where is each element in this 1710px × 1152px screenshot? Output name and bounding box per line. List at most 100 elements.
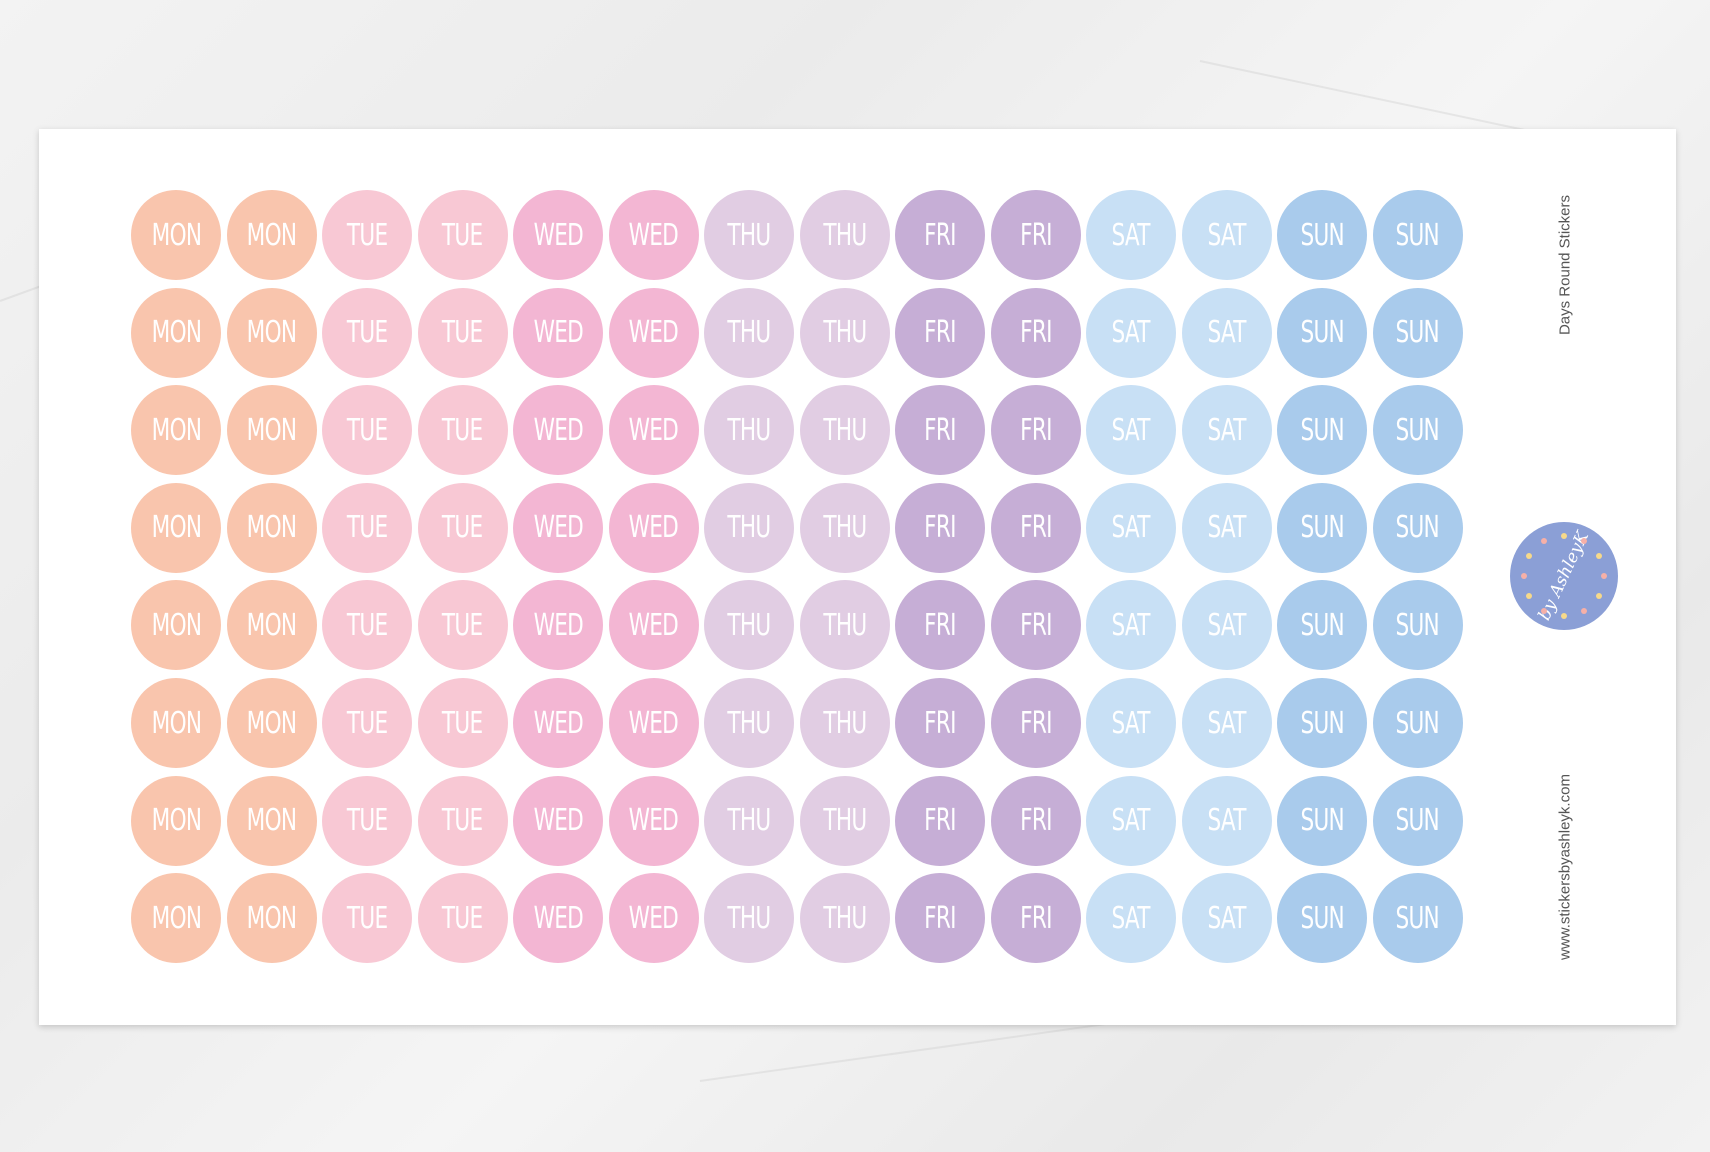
sticker-thu: THU — [799, 580, 890, 671]
sticker-label: FRI — [924, 412, 956, 448]
sticker-mon: MON — [226, 385, 317, 476]
sticker-label: THU — [822, 900, 867, 936]
sticker-label: TUE — [346, 315, 388, 351]
sticker-sun: SUN — [1372, 385, 1463, 476]
sticker-tue: TUE — [417, 873, 508, 964]
sticker-mon: MON — [226, 482, 317, 573]
sticker-label: MON — [246, 315, 297, 351]
sticker-mon: MON — [131, 287, 221, 378]
sheet-title: Days Round Stickers — [1556, 194, 1574, 336]
sticker-label: WED — [628, 217, 679, 253]
sticker-wed: WED — [513, 385, 603, 476]
sticker-label: FRI — [924, 803, 956, 839]
sticker-label: MON — [151, 607, 201, 643]
sticker-mon: MON — [131, 873, 221, 964]
sticker-sun: SUN — [1277, 775, 1367, 866]
sticker-tue: TUE — [417, 190, 508, 280]
heart-dot — [1581, 607, 1587, 614]
sticker-thu: THU — [704, 580, 794, 671]
sticker-sun: SUN — [1372, 287, 1463, 378]
heart-dot — [1595, 593, 1602, 599]
sticker-label: SAT — [1111, 803, 1151, 839]
sticker-tue: TUE — [322, 775, 412, 866]
sticker-mon: MON — [131, 775, 221, 866]
sticker-label: TUE — [346, 900, 388, 936]
sticker-thu: THU — [799, 873, 890, 964]
sticker-label: TUE — [442, 705, 483, 741]
sticker-label: TUE — [442, 900, 483, 936]
sticker-label: MON — [151, 510, 201, 546]
sticker-sun: SUN — [1372, 873, 1463, 964]
sticker-label: MON — [151, 900, 201, 936]
sticker-wed: WED — [608, 873, 699, 964]
sticker-label: WED — [628, 900, 679, 936]
sticker-label: SAT — [1111, 705, 1151, 741]
sticker-sun: SUN — [1277, 385, 1367, 476]
sticker-label: FRI — [1019, 315, 1052, 351]
sticker-label: WED — [533, 315, 583, 351]
sticker-thu: THU — [799, 775, 890, 866]
sticker-label: WED — [533, 510, 583, 546]
sticker-label: SUN — [1300, 217, 1344, 253]
sticker-label: THU — [822, 217, 867, 253]
sticker-mon: MON — [226, 678, 317, 768]
sticker-label: SUN — [1395, 803, 1440, 839]
sticker-mon: MON — [226, 873, 317, 964]
sticker-label: SUN — [1300, 315, 1344, 351]
sticker-label: FRI — [924, 705, 956, 741]
sticker-label: TUE — [346, 217, 388, 253]
sticker-label: SUN — [1395, 900, 1440, 936]
sticker-label: MON — [151, 705, 201, 741]
sticker-mon: MON — [131, 385, 221, 476]
sticker-label: FRI — [1019, 412, 1052, 448]
sticker-sun: SUN — [1277, 873, 1367, 964]
sticker-wed: WED — [608, 190, 699, 280]
sticker-sat: SAT — [1181, 678, 1272, 768]
sticker-label: MON — [246, 803, 297, 839]
sticker-mon: MON — [131, 678, 221, 768]
sticker-sun: SUN — [1372, 482, 1463, 573]
sticker-fri: FRI — [990, 482, 1081, 573]
sticker-tue: TUE — [417, 482, 508, 573]
sticker-mon: MON — [226, 190, 317, 280]
sticker-label: WED — [628, 315, 679, 351]
sticker-wed: WED — [513, 190, 603, 280]
sticker-label: THU — [727, 803, 771, 839]
sticker-label: SUN — [1300, 900, 1344, 936]
sticker-label: TUE — [442, 803, 483, 839]
sticker-label: MON — [246, 900, 297, 936]
sticker-wed: WED — [513, 775, 603, 866]
sticker-label: TUE — [346, 412, 388, 448]
sticker-label: SAT — [1111, 217, 1151, 253]
sticker-label: THU — [822, 315, 867, 351]
sticker-label: SUN — [1300, 705, 1344, 741]
sticker-label: SAT — [1111, 607, 1151, 643]
sticker-sat: SAT — [1086, 580, 1176, 671]
sticker-fri: FRI — [990, 580, 1081, 671]
sticker-sat: SAT — [1086, 678, 1176, 768]
sticker-mon: MON — [226, 287, 317, 378]
sticker-wed: WED — [608, 287, 699, 378]
heart-dot — [1521, 573, 1527, 579]
sticker-label: MON — [151, 412, 201, 448]
sticker-sat: SAT — [1181, 482, 1272, 573]
sticker-tue: TUE — [322, 482, 412, 573]
heart-dot — [1541, 607, 1547, 614]
sticker-sat: SAT — [1086, 190, 1176, 280]
sticker-label: THU — [727, 510, 771, 546]
sticker-wed: WED — [513, 287, 603, 378]
sticker-sun: SUN — [1277, 678, 1367, 768]
sticker-sat: SAT — [1086, 775, 1176, 866]
sticker-label: TUE — [442, 607, 483, 643]
sticker-label: SAT — [1111, 510, 1151, 546]
heart-dot — [1601, 573, 1607, 579]
sticker-label: MON — [246, 510, 297, 546]
sticker-label: FRI — [1019, 510, 1052, 546]
sticker-label: WED — [533, 217, 583, 253]
sticker-thu: THU — [799, 678, 890, 768]
sticker-label: SAT — [1207, 705, 1246, 741]
sticker-tue: TUE — [322, 678, 412, 768]
sticker-fri: FRI — [895, 775, 985, 866]
sticker-sun: SUN — [1372, 190, 1463, 280]
sticker-label: FRI — [1019, 803, 1052, 839]
